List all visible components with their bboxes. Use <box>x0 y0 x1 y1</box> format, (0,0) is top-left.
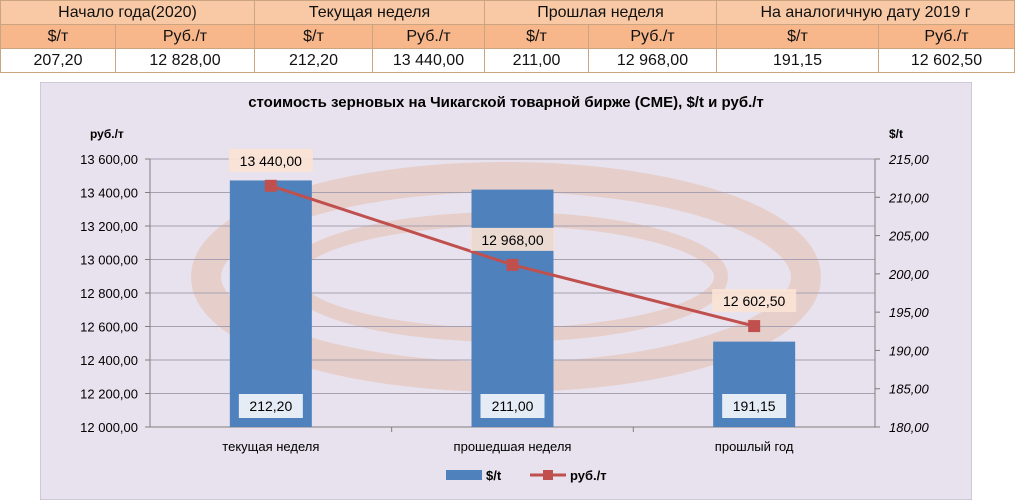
header-last-week: Прошлая неделя <box>484 0 717 25</box>
y-right-tick-label: 210,00 <box>888 190 930 205</box>
x-axis-categories: текущая неделя прошедшая неделя прошлый го… <box>222 427 794 454</box>
value-cell: 191,15 <box>716 48 879 73</box>
y-axis-left-ticks: 12 000,00 12 200,00 12 400,00 12 600,00 12 8… <box>80 152 150 435</box>
line-value-label: 12 602,50 <box>723 293 785 309</box>
price-table: Начало года(2020) Текущая неделя Прошлая… <box>0 0 1016 73</box>
x-category-label: прошедшая неделя <box>454 439 572 454</box>
value-cell: 12 968,00 <box>588 48 717 73</box>
grain-price-chart: стоимость зерновых на Чикагской товарной… <box>40 82 972 500</box>
y-right-tick-label: 200,00 <box>888 267 930 282</box>
legend-line-label: руб./т <box>570 468 607 483</box>
y-right-tick-label: 205,00 <box>888 229 930 244</box>
y-left-tick-label: 12 600,00 <box>80 320 138 335</box>
legend: $/t руб./т <box>446 468 607 483</box>
line-series: 13 440,00 12 968,00 12 602,50 <box>228 148 797 333</box>
table-header-row: Начало года(2020) Текущая неделя Прошлая… <box>0 0 1016 25</box>
table-units-row: $/т Руб./т $/т Руб./т $/т Руб./т $/т Руб… <box>0 24 1016 49</box>
unit-cell: $/т <box>0 24 116 49</box>
line-marker <box>748 320 761 333</box>
unit-cell: Руб./т <box>115 24 255 49</box>
y-left-tick-label: 13 400,00 <box>80 186 138 201</box>
table-values-row: 207,20 12 828,00 212,20 13 440,00 211,00… <box>0 48 1016 73</box>
y-left-tick-label: 12 400,00 <box>80 353 138 368</box>
bar-value-label: 212,20 <box>249 398 292 414</box>
y-right-tick-label: 215,00 <box>888 152 930 167</box>
unit-cell: $/т <box>716 24 879 49</box>
value-cell: 12 828,00 <box>115 48 255 73</box>
value-cell: 212,20 <box>254 48 373 73</box>
unit-cell: $/т <box>254 24 373 49</box>
y-right-tick-label: 195,00 <box>889 305 930 320</box>
x-category-label: прошлый год <box>715 439 794 454</box>
header-current-week: Текущая неделя <box>254 0 485 25</box>
value-cell: 12 602,50 <box>877 48 1016 73</box>
value-cell: 13 440,00 <box>372 48 485 73</box>
legend-bar-label: $/t <box>486 468 502 483</box>
bar <box>471 189 554 427</box>
y-right-tick-label: 180,00 <box>889 420 930 435</box>
x-category-label: текущая неделя <box>222 439 319 454</box>
y-left-tick-label: 12 800,00 <box>80 286 138 301</box>
unit-cell: Руб./т <box>588 24 717 49</box>
unit-cell: Руб./т <box>877 24 1016 49</box>
line-marker <box>506 258 519 271</box>
chart-title: стоимость зерновых на Чикагской товарной… <box>248 94 764 111</box>
value-cell: 211,00 <box>484 48 589 73</box>
line-value-label: 13 440,00 <box>240 153 302 169</box>
bar <box>229 180 312 427</box>
y-axis-right-ticks: 180,00 185,00 190,00 195,00 200,00 205,00 210,… <box>875 152 930 435</box>
value-cell: 207,20 <box>0 48 116 73</box>
y-left-tick-label: 12 000,00 <box>80 420 138 435</box>
y-left-tick-label: 13 600,00 <box>80 152 138 167</box>
bar-label-box <box>722 394 787 418</box>
header-same-date-2019: На аналогичную дату 2019 г <box>715 0 1016 25</box>
unit-cell: $/т <box>484 24 589 49</box>
bar-label-box <box>480 394 545 418</box>
y-left-tick-label: 12 200,00 <box>80 387 138 402</box>
line-label-box <box>470 227 555 251</box>
bar-value-label: 211,00 <box>492 398 534 414</box>
y-axis-right-label: $/t <box>889 127 903 141</box>
y-axis-left-label: руб./т <box>90 127 124 141</box>
legend-bar-swatch <box>446 470 482 480</box>
bar-series: 212,20 211,00 191,15 <box>229 180 796 427</box>
line-value-label: 12 968,00 <box>481 232 543 248</box>
header-year-start: Начало года(2020) <box>0 0 255 25</box>
legend-line-marker <box>543 470 553 480</box>
line-marker <box>264 179 277 192</box>
bar-label-box <box>238 394 303 418</box>
y-left-tick-label: 13 200,00 <box>80 219 138 234</box>
line-label-box <box>712 289 797 313</box>
y-left-tick-label: 13 000,00 <box>80 253 138 268</box>
y-right-tick-label: 185,00 <box>889 382 930 397</box>
y-right-tick-label: 190,00 <box>889 343 930 358</box>
line-label-box <box>228 148 313 172</box>
unit-cell: Руб./т <box>372 24 485 49</box>
bar-value-label: 191,15 <box>733 398 776 414</box>
